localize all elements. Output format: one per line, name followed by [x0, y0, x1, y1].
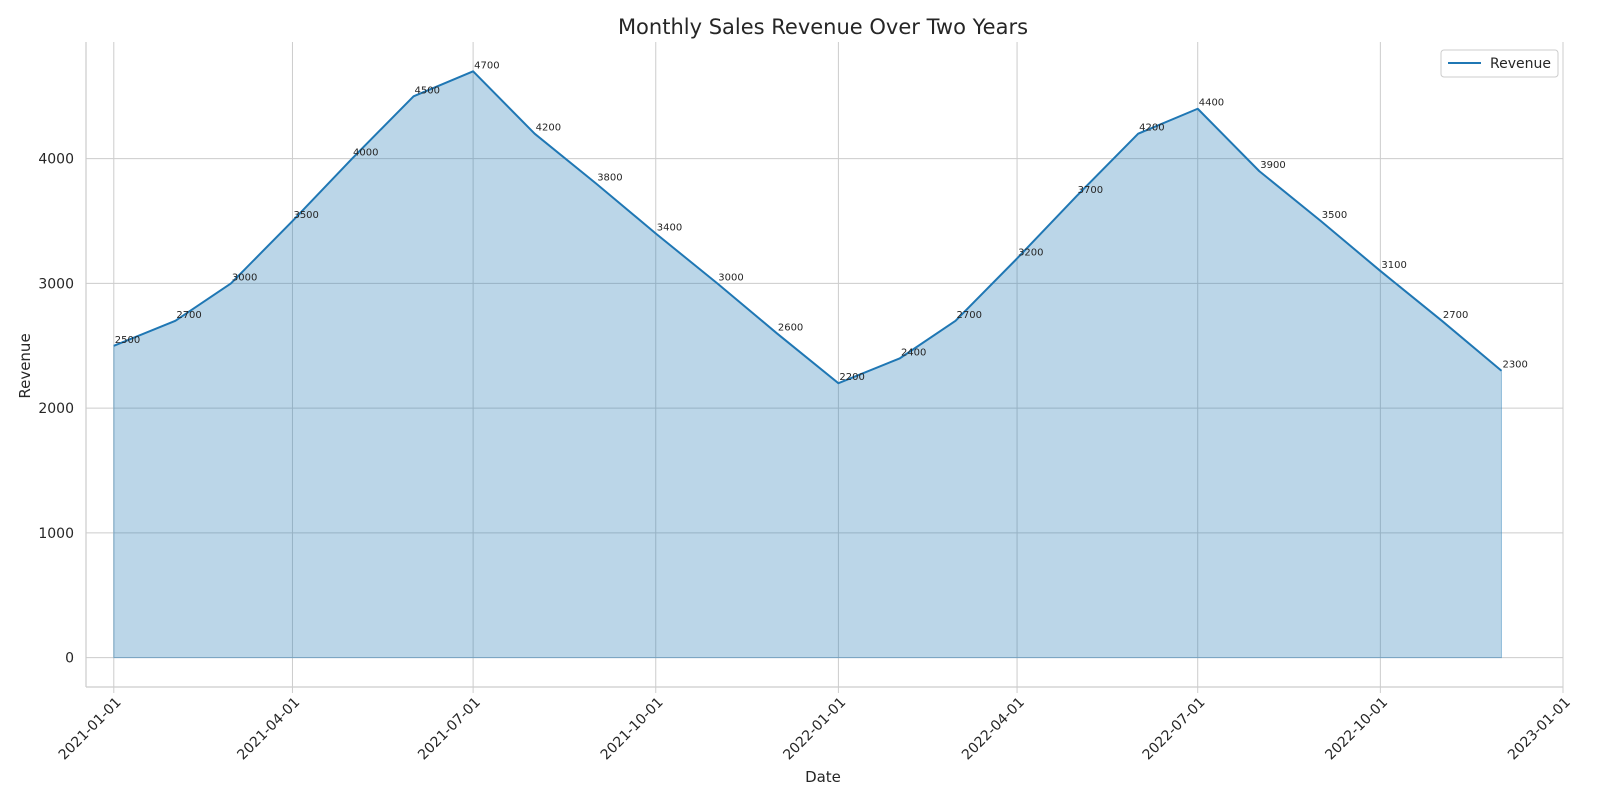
y-tick-label: 0 [65, 651, 74, 667]
y-tick-label: 1000 [38, 526, 74, 542]
data-label: 4000 [353, 148, 378, 159]
data-labels: 2500 2700 3000 3500 4000 4500 4700 4200 3800 3400… [115, 60, 1528, 383]
data-label: 4200 [536, 123, 561, 134]
data-label: 3200 [1018, 247, 1043, 258]
legend-label-revenue: Revenue [1490, 56, 1551, 72]
data-label: 4200 [1139, 123, 1164, 134]
area-fill-revenue [113, 70, 1502, 659]
y-tick-labels: 0 1000 2000 3000 4000 [38, 152, 74, 667]
x-tick-label: 2022-07-01 [1140, 695, 1209, 764]
axes [85, 42, 1563, 688]
y-axis-label: Revenue [16, 333, 34, 398]
data-label: 3800 [597, 173, 622, 184]
x-tick-label: 2022-04-01 [959, 695, 1028, 764]
data-label: 3500 [1322, 210, 1347, 221]
data-label: 3000 [718, 272, 743, 283]
data-label: 2700 [176, 310, 201, 321]
grid [86, 42, 1564, 687]
data-label: 2200 [839, 372, 864, 383]
x-tick-labels: 2021-01-01 2021-04-01 2021-07-01 2021-10-01… [56, 687, 1574, 763]
data-label: 3700 [1078, 185, 1103, 196]
area-layer [113, 70, 1502, 659]
data-label: 3900 [1260, 160, 1285, 171]
x-tick-label: 2022-10-01 [1322, 695, 1391, 764]
data-label: 2300 [1502, 360, 1527, 371]
data-label: 3000 [232, 272, 257, 283]
data-label: 2500 [115, 335, 140, 346]
data-label: 3100 [1381, 260, 1406, 271]
x-tick-label: 2021-10-01 [598, 695, 667, 764]
chart-title: Monthly Sales Revenue Over Two Years [618, 15, 1028, 39]
x-tick-label: 2021-07-01 [415, 695, 484, 764]
data-label: 3400 [657, 223, 682, 234]
x-tick-label: 2022-01-01 [780, 695, 849, 764]
data-label: 2400 [901, 347, 926, 358]
data-label: 2700 [1443, 310, 1468, 321]
legend-box [1440, 49, 1559, 78]
data-label: 4400 [1199, 98, 1224, 109]
x-tick-label: 2023-01-01 [1505, 695, 1574, 764]
legend: Revenue [1440, 49, 1559, 78]
y-tick-label: 3000 [38, 276, 74, 292]
data-label: 4500 [415, 85, 440, 96]
y-tick-label: 2000 [38, 401, 74, 417]
y-tick-label: 4000 [38, 152, 74, 168]
line-layer [113, 70, 1503, 385]
data-label: 3500 [293, 210, 318, 221]
series-line-revenue [113, 70, 1503, 385]
x-tick-label: 2021-04-01 [234, 695, 303, 764]
x-tick-label: 2021-01-01 [56, 695, 125, 764]
data-label: 4700 [474, 60, 499, 71]
x-axis-label: Date [805, 768, 841, 786]
data-label: 2600 [778, 322, 803, 333]
data-label: 2700 [957, 310, 982, 321]
